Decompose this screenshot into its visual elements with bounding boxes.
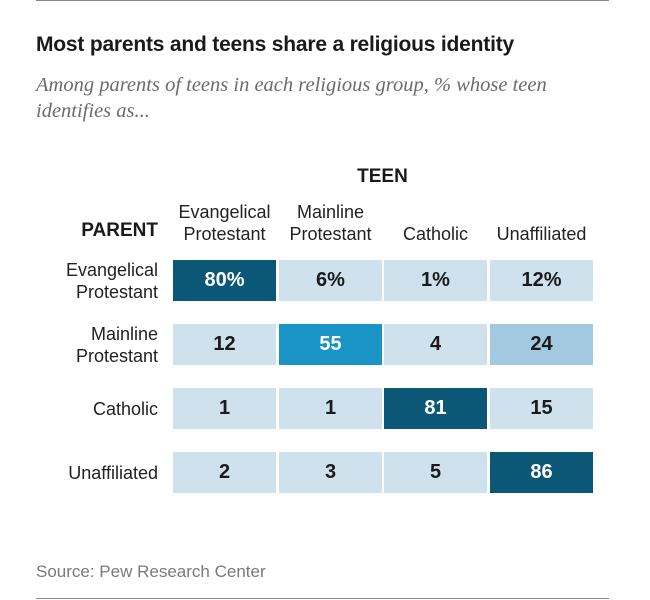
row-label-mainline-protestant: Mainline Protestant <box>75 324 158 366</box>
row-label-evangelical-protestant: Evangelical Protestant <box>65 260 158 302</box>
column-label-unaffiliated: Unaffiliated <box>496 224 587 244</box>
heatmap-cell-evangelical-protestant-to-unaffiliated: 12% <box>490 260 593 301</box>
top-rule <box>36 0 609 1</box>
heatmap-cell-evangelical-protestant-to-catholic: 1% <box>384 260 487 301</box>
column-label-catholic: Catholic <box>402 224 469 244</box>
column-label-evangelical-protestant: Evangelical Protestant <box>178 202 271 244</box>
heatmap-cell-mainline-protestant-to-unaffiliated: 24 <box>490 324 593 365</box>
heatmap-cell-unaffiliated-to-evangelical-protestant: 2 <box>173 452 276 493</box>
row-label-catholic: Catholic <box>92 399 158 419</box>
heatmap-cell-mainline-protestant-to-mainline-protestant: 55 <box>279 324 382 365</box>
heatmap-cell-evangelical-protestant-to-mainline-protestant: 6% <box>279 260 382 301</box>
heatmap-cell-unaffiliated-to-mainline-protestant: 3 <box>279 452 382 493</box>
chart-subtitle: Among parents of teens in each religious… <box>36 74 547 122</box>
heatmap-cell-unaffiliated-to-catholic: 5 <box>384 452 487 493</box>
row-label-unaffiliated: Unaffiliated <box>68 463 158 483</box>
heatmap-cell-evangelical-protestant-to-evangelical-protestant: 80% <box>173 260 276 301</box>
heatmap-cell-catholic-to-catholic: 81 <box>384 388 487 429</box>
chart-title: Most parents and teens share a religious… <box>36 33 514 56</box>
heatmap-cell-mainline-protestant-to-evangelical-protestant: 12 <box>173 324 276 365</box>
heatmap-cell-unaffiliated-to-unaffiliated: 86 <box>490 452 593 493</box>
bottom-rule <box>36 598 609 599</box>
teen-column-group-label: TEEN <box>357 166 408 187</box>
heatmap-cell-mainline-protestant-to-catholic: 4 <box>384 324 487 365</box>
source-note: Source: Pew Research Center <box>36 562 266 581</box>
column-label-mainline-protestant: Mainline Protestant <box>289 202 372 244</box>
heatmap-cell-catholic-to-mainline-protestant: 1 <box>279 388 382 429</box>
heatmap-cell-catholic-to-evangelical-protestant: 1 <box>173 388 276 429</box>
parent-row-group-label: PARENT <box>81 220 158 241</box>
heatmap-cell-catholic-to-unaffiliated: 15 <box>490 388 593 429</box>
